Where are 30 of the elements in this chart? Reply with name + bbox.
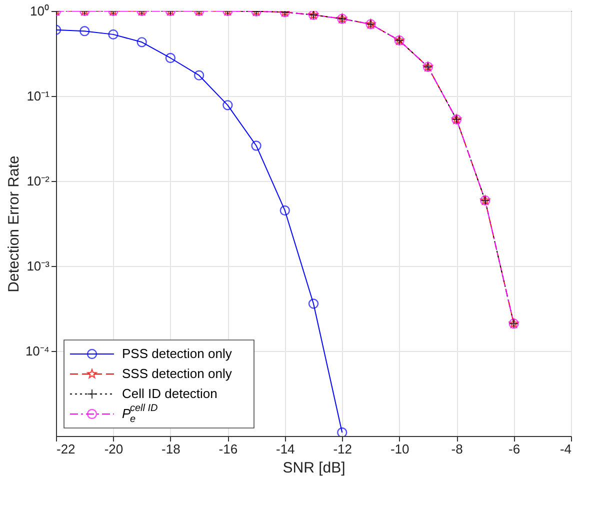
x-tick-label: -10 [390, 442, 410, 456]
x-tick-label: -12 [333, 442, 352, 456]
point [308, 298, 319, 309]
y-tick-label: 10⁻¹ [26, 88, 50, 104]
legend-label: Cell ID detection [122, 386, 218, 401]
point [80, 26, 90, 36]
x-tick-label: -22 [56, 442, 76, 456]
point [251, 140, 262, 151]
x-tick-label: -6 [508, 442, 520, 456]
point [136, 37, 147, 48]
legend-label: PSS detection only [122, 346, 232, 361]
y-tick-label: 10⁻³ [26, 258, 50, 274]
point [108, 29, 118, 40]
x-tick-label: -20 [104, 442, 124, 456]
x-tick-label: -16 [218, 442, 238, 456]
x-tick-label: -14 [276, 442, 295, 456]
x-axis-title: SNR [dB] [282, 460, 346, 476]
y-tick-label: 10⁰ [30, 4, 50, 18]
point [280, 205, 290, 216]
point [337, 427, 348, 436]
point [165, 52, 176, 64]
x-tick-label: -4 [560, 442, 572, 456]
legend-label: SSS detection only [122, 366, 232, 381]
x-tick-label: -18 [162, 442, 180, 456]
y-tick-label: 10⁻⁴ [25, 344, 50, 358]
y-axis-title: Detection Error Rate [5, 156, 22, 292]
point [222, 100, 233, 110]
x-tick-label: -8 [451, 442, 463, 456]
point [194, 70, 204, 80]
y-tick-label: 10⁻² [26, 174, 50, 188]
